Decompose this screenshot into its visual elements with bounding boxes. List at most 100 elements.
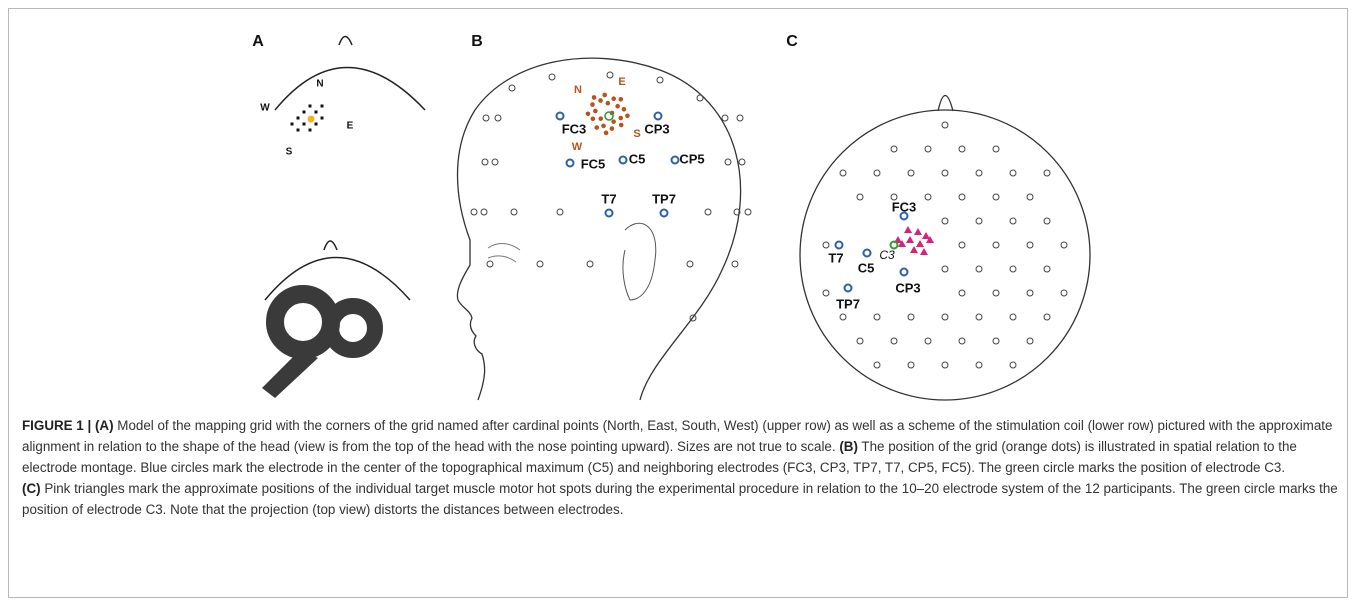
electrode <box>925 338 931 344</box>
electrode <box>1044 266 1050 272</box>
hot-spot <box>904 226 912 233</box>
figure: ABCNWESNESWFC3CP3FC5C5CP5T7TP7FC3C3T7C5C… <box>0 0 1358 410</box>
label: C5 <box>858 260 875 275</box>
electrode <box>482 159 488 165</box>
grid-dot <box>611 96 616 101</box>
electrode <box>1061 242 1067 248</box>
section-tag: (B) <box>839 439 858 454</box>
electrode <box>537 261 543 267</box>
electrode <box>620 157 627 164</box>
nose <box>339 37 352 46</box>
electrode <box>471 209 477 215</box>
electrode <box>901 269 908 276</box>
electrode <box>732 261 738 267</box>
grid-dot <box>598 98 603 103</box>
eye <box>488 244 520 262</box>
electrode <box>976 362 982 368</box>
grid-dot <box>625 113 630 118</box>
electrode <box>925 146 931 152</box>
electrode <box>1044 170 1050 176</box>
label: C3 <box>879 248 895 262</box>
electrode <box>1027 290 1033 296</box>
electrode <box>1027 242 1033 248</box>
electrode <box>891 146 897 152</box>
electrode <box>722 115 728 121</box>
electrode <box>687 261 693 267</box>
electrode <box>976 314 982 320</box>
electrode <box>492 159 498 165</box>
grid-dot <box>604 131 609 136</box>
electrode <box>993 290 999 296</box>
electrode <box>567 160 574 167</box>
head-outline <box>275 68 425 111</box>
section-text: Pink triangles mark the approximate posi… <box>22 481 1338 517</box>
grid-dot <box>593 109 598 114</box>
grid-dot <box>618 116 623 121</box>
electrode <box>874 362 880 368</box>
label: W <box>572 141 583 153</box>
grid-dot <box>601 124 606 129</box>
hot-spot <box>922 232 930 239</box>
electrode <box>511 209 517 215</box>
grid-dot <box>590 102 595 107</box>
grid-dot <box>598 116 603 121</box>
electrode <box>705 209 711 215</box>
label: E <box>618 76 625 88</box>
electrode <box>891 338 897 344</box>
electrode <box>483 115 489 121</box>
electrode <box>557 113 564 120</box>
label: FC5 <box>581 156 606 171</box>
electrode <box>993 194 999 200</box>
section-tag: (A) <box>95 418 114 433</box>
electrode <box>874 314 880 320</box>
electrode <box>959 194 965 200</box>
electrode <box>557 209 563 215</box>
electrode <box>495 115 501 121</box>
hot-spot <box>916 240 924 247</box>
electrode <box>976 266 982 272</box>
ear <box>623 223 656 300</box>
electrode <box>737 115 743 121</box>
grid-dot <box>309 129 312 132</box>
electrode <box>942 314 948 320</box>
grid-dot <box>586 111 591 116</box>
electrode <box>1027 194 1033 200</box>
electrode <box>836 242 843 249</box>
caption-section: (C) Pink triangles mark the approximate … <box>22 478 1342 520</box>
electrode <box>1027 338 1033 344</box>
label: W <box>260 103 270 114</box>
coil-wing <box>275 294 331 350</box>
label: T7 <box>828 250 843 265</box>
grid-dot <box>610 126 615 131</box>
section-tag: (C) <box>22 481 41 496</box>
panel-label: C <box>786 33 798 50</box>
grid-dot <box>591 117 596 122</box>
label: CP5 <box>679 151 704 166</box>
electrode <box>657 77 663 83</box>
label: FC3 <box>892 199 917 214</box>
electrode <box>976 170 982 176</box>
electrode <box>823 290 829 296</box>
label: T7 <box>601 191 616 206</box>
electrode <box>655 113 662 120</box>
electrode <box>697 95 703 101</box>
grid-dot <box>615 104 620 109</box>
grid-dot <box>303 111 306 114</box>
grid-dot <box>291 123 294 126</box>
electrode <box>1044 314 1050 320</box>
hot-spot <box>906 236 914 243</box>
nose <box>324 241 337 250</box>
electrode <box>959 338 965 344</box>
electrode <box>993 338 999 344</box>
grid-dot <box>303 123 306 126</box>
electrode <box>942 122 948 128</box>
label: S <box>286 147 293 158</box>
label: S <box>633 128 640 140</box>
grid-dot <box>622 107 627 112</box>
grid-dot <box>297 129 300 132</box>
electrode <box>908 314 914 320</box>
grid-dot <box>321 117 324 120</box>
electrode <box>942 266 948 272</box>
electrode <box>908 362 914 368</box>
caption-label: FIGURE 1 | <box>22 418 91 433</box>
